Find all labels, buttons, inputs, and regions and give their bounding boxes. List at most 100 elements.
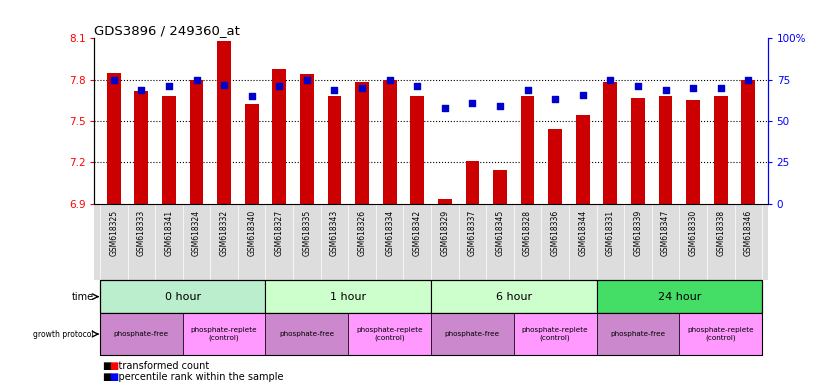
Text: GSM618331: GSM618331	[606, 210, 615, 256]
Point	[108, 76, 121, 83]
Text: phosphate-replete
(control): phosphate-replete (control)	[687, 327, 754, 341]
Text: GSM618340: GSM618340	[247, 210, 256, 256]
Text: ■  transformed count: ■ transformed count	[103, 361, 209, 371]
Text: GSM618339: GSM618339	[634, 210, 643, 256]
Point	[493, 103, 507, 109]
Text: ■: ■	[109, 372, 118, 382]
Text: 6 hour: 6 hour	[496, 291, 532, 302]
Bar	[218, 41, 231, 204]
Point	[273, 83, 286, 89]
Bar	[100, 280, 265, 313]
Point	[300, 76, 314, 83]
Bar	[300, 74, 314, 204]
Bar	[603, 83, 617, 204]
Text: 24 hour: 24 hour	[658, 291, 701, 302]
Text: GSM618347: GSM618347	[661, 210, 670, 256]
Bar	[162, 96, 176, 204]
Text: GSM618329: GSM618329	[440, 210, 449, 256]
Text: GSM618327: GSM618327	[275, 210, 284, 256]
Text: GSM618333: GSM618333	[137, 210, 146, 256]
Bar	[493, 170, 507, 204]
Bar	[135, 91, 149, 204]
Point	[548, 96, 562, 103]
Bar	[265, 280, 431, 313]
Bar	[107, 73, 121, 204]
Point	[410, 83, 424, 89]
Text: GSM618336: GSM618336	[551, 210, 560, 256]
Bar	[686, 100, 700, 204]
Bar	[576, 116, 589, 204]
Text: phosphate-free: phosphate-free	[445, 331, 500, 337]
Bar	[521, 96, 534, 204]
Point	[163, 83, 176, 89]
Bar	[348, 313, 431, 355]
Bar	[741, 79, 755, 204]
Point	[521, 86, 534, 93]
Point	[135, 86, 148, 93]
Bar	[431, 313, 514, 355]
Bar	[410, 96, 424, 204]
Text: GSM618341: GSM618341	[164, 210, 173, 256]
Text: time: time	[71, 291, 94, 302]
Bar	[514, 313, 597, 355]
Text: GSM618334: GSM618334	[385, 210, 394, 256]
Bar	[713, 96, 727, 204]
Bar	[183, 313, 265, 355]
Text: phosphate-free: phosphate-free	[610, 331, 666, 337]
Text: GSM618335: GSM618335	[302, 210, 311, 256]
Text: GSM618337: GSM618337	[468, 210, 477, 256]
Text: phosphate-replete
(control): phosphate-replete (control)	[190, 327, 258, 341]
Bar	[438, 199, 452, 204]
Bar	[265, 313, 348, 355]
Point	[659, 86, 672, 93]
Text: GSM618324: GSM618324	[192, 210, 201, 256]
Text: 1 hour: 1 hour	[330, 291, 366, 302]
Text: GSM618326: GSM618326	[358, 210, 366, 256]
Text: GSM618328: GSM618328	[523, 210, 532, 256]
Point	[603, 76, 617, 83]
Point	[714, 85, 727, 91]
Text: ■: ■	[109, 361, 118, 371]
Bar	[548, 129, 562, 204]
Point	[438, 105, 452, 111]
Point	[245, 93, 259, 99]
Bar	[190, 79, 204, 204]
Text: GSM618342: GSM618342	[413, 210, 422, 256]
Bar	[273, 69, 287, 204]
Text: GSM618325: GSM618325	[109, 210, 118, 256]
Point	[190, 76, 203, 83]
Bar	[355, 83, 369, 204]
Text: phosphate-free: phosphate-free	[279, 331, 334, 337]
Text: GSM618344: GSM618344	[578, 210, 587, 256]
Text: GDS3896 / 249360_at: GDS3896 / 249360_at	[94, 24, 241, 37]
Point	[576, 91, 589, 98]
Text: GSM618345: GSM618345	[496, 210, 504, 256]
Point	[631, 83, 644, 89]
Bar	[658, 96, 672, 204]
Text: phosphate-free: phosphate-free	[114, 331, 169, 337]
Bar	[597, 280, 762, 313]
Point	[355, 85, 369, 91]
Point	[328, 86, 341, 93]
Text: phosphate-replete
(control): phosphate-replete (control)	[522, 327, 589, 341]
Text: GSM618343: GSM618343	[330, 210, 339, 256]
Text: GSM618332: GSM618332	[219, 210, 228, 256]
Point	[741, 76, 754, 83]
Bar	[597, 313, 679, 355]
Bar	[431, 280, 597, 313]
Point	[686, 85, 699, 91]
Bar	[328, 96, 342, 204]
Text: growth protocol: growth protocol	[33, 329, 94, 339]
Text: GSM618330: GSM618330	[689, 210, 698, 256]
Text: GSM618346: GSM618346	[744, 210, 753, 256]
Text: ■  percentile rank within the sample: ■ percentile rank within the sample	[103, 372, 283, 382]
Bar	[466, 161, 479, 204]
Bar	[100, 313, 183, 355]
Text: phosphate-replete
(control): phosphate-replete (control)	[356, 327, 423, 341]
Text: GSM618338: GSM618338	[716, 210, 725, 256]
Bar	[383, 79, 397, 204]
Text: 0 hour: 0 hour	[165, 291, 201, 302]
Bar	[631, 98, 644, 204]
Point	[383, 76, 397, 83]
Point	[466, 100, 479, 106]
